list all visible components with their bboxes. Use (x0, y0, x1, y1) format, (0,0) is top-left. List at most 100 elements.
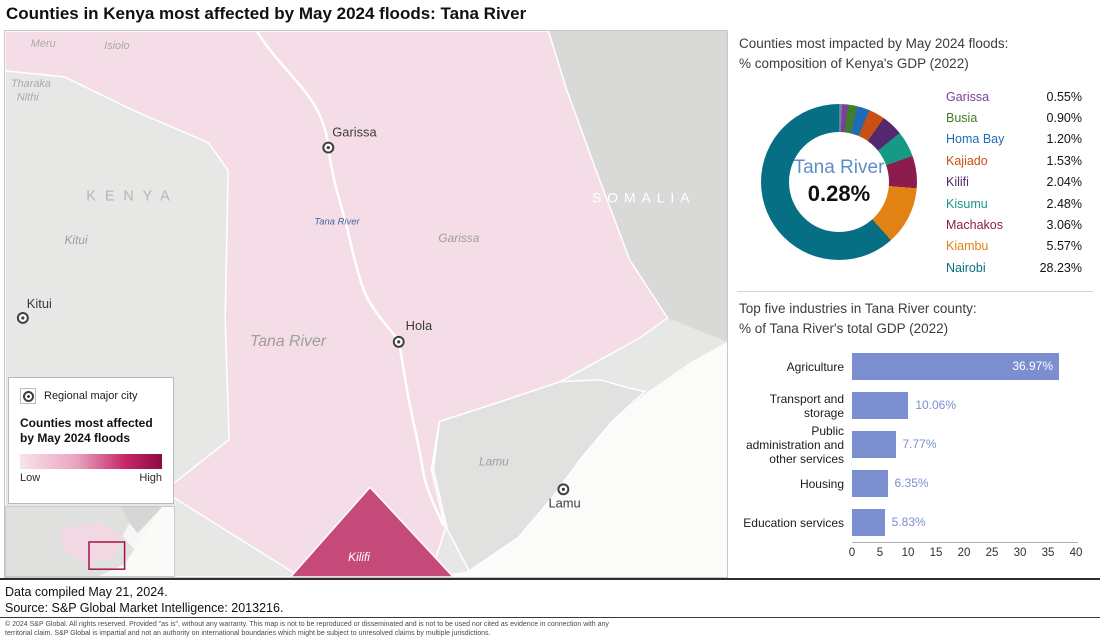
inset-focus-rectangle (88, 541, 126, 570)
bar-category-label: Housing (799, 476, 844, 491)
donut-center: Tana River 0.28% (789, 132, 889, 232)
donut-legend-item: Kajiado 1.53% (946, 150, 1082, 171)
city-marker-garissa (322, 141, 335, 154)
donut-section-title: Counties most impacted by May 2024 flood… (739, 34, 1008, 74)
label-somalia: SOMALIA (592, 189, 695, 205)
donut-legend-item: Busia 0.90% (946, 107, 1082, 128)
donut-legend-item: Nairobi 28.23% (946, 257, 1082, 278)
label-hola-city: Hola (406, 318, 433, 333)
bar-value-label: 36.97% (1012, 359, 1054, 373)
legal-text-line2: territorial claim. S&P Global is imparti… (5, 630, 491, 637)
city-marker-icon (20, 388, 36, 404)
axis-tick-label: 40 (1069, 547, 1083, 559)
label-lamu-county: Lamu (479, 454, 509, 468)
donut-legend-item: Kiambu 5.57% (946, 236, 1082, 257)
legend-county-value: 5.57% (1046, 239, 1082, 254)
bar-track: 6.35% (852, 470, 1076, 497)
footer-rule-bottom (0, 617, 1100, 618)
bar (852, 509, 885, 536)
label-kitui-county: Kitui (65, 233, 88, 247)
legend-county-value: 28.23% (1039, 260, 1082, 275)
label-kilifi-county: Kilifi (348, 550, 370, 564)
label-garissa-county: Garissa (438, 231, 479, 245)
legend-county-name: Nairobi (946, 260, 986, 275)
bar: 36.97% (852, 353, 1060, 380)
axis-tick-label: 10 (901, 547, 915, 559)
bar-value-label: 6.35% (894, 476, 929, 490)
bar-category-label: Education services (743, 515, 844, 530)
legend-county-name: Machakos (946, 218, 1003, 233)
bar-title-line1: Top five industries in Tana River county… (739, 301, 977, 316)
lamu-county-shape (432, 378, 647, 573)
axis-tick-label: 30 (1013, 547, 1027, 559)
bar-track: 36.97% (852, 353, 1076, 380)
donut-legend-item: Kilifi 2.04% (946, 172, 1082, 193)
source-note: Source: S&P Global Market Intelligence: … (5, 601, 284, 615)
ocean (431, 341, 727, 577)
legend-county-value: 2.48% (1046, 196, 1082, 211)
donut-legend: Garissa 0.55% Busia 0.90% Homa Bay 1.20% Kajia… (946, 86, 1082, 279)
legend-county-value: 0.55% (1046, 89, 1082, 104)
inset-kenya-highlight (61, 522, 121, 564)
legend-flood-title-line1: Counties most affected (20, 416, 153, 430)
legend-high-label: High (139, 472, 162, 484)
donut-legend-item: Homa Bay 1.20% (946, 129, 1082, 150)
city-marker-hola (392, 335, 405, 348)
legend-county-value: 1.20% (1046, 132, 1082, 147)
legend-county-name: Garissa (946, 89, 990, 104)
donut-legend-item: Garissa 0.55% (946, 86, 1082, 107)
x-axis-line (852, 542, 1078, 543)
legend-county-name: Kilifi (946, 175, 969, 190)
bar-track: 5.83% (852, 509, 1076, 536)
page-title: Counties in Kenya most affected by May 2… (6, 4, 527, 23)
city-marker-lamu (557, 483, 570, 496)
legend-county-value: 2.04% (1046, 175, 1082, 190)
label-garissa-city: Garissa (332, 125, 377, 140)
donut-title-line1: Counties most impacted by May 2024 flood… (739, 36, 1009, 51)
bar-value-label: 7.77% (902, 437, 937, 451)
bar-section-title: Top five industries in Tana River county… (739, 299, 977, 339)
legend-city-row: Regional major city (20, 388, 162, 404)
section-divider (737, 291, 1093, 292)
legend-county-name: Kajiado (946, 153, 988, 168)
legend-county-name: Homa Bay (946, 132, 1005, 147)
bar-track: 10.06% (852, 392, 1076, 419)
axis-tick-label: 25 (985, 547, 999, 559)
label-lamu-city: Lamu (548, 495, 580, 510)
legend-flood-title: Counties most affected by May 2024 flood… (20, 416, 162, 446)
legend-scale-labels: Low High (20, 472, 162, 484)
kilifi-county-shape (289, 486, 455, 577)
donut-chart: Tana River 0.28% (761, 104, 917, 260)
label-tharaka-1: Tharaka (11, 78, 51, 90)
inset-horn (120, 507, 163, 534)
label-tharaka-2: Nithi (17, 92, 39, 104)
label-tana-river-river: Tana River (314, 216, 360, 227)
legal-text-line1: © 2024 S&P Global. All rights reserved. … (5, 621, 609, 628)
legend-flood-title-line2: by May 2024 floods (20, 431, 131, 445)
inset-svg (6, 507, 174, 576)
inset-sea (112, 507, 174, 576)
donut-legend-item: Machakos 3.06% (946, 214, 1082, 235)
data-compiled-note: Data compiled May 21, 2024. (5, 585, 168, 599)
legend-county-name: Kisumu (946, 196, 988, 211)
legend-county-name: Kiambu (946, 239, 989, 254)
bar-value-label: 10.06% (915, 398, 957, 412)
bar (852, 431, 896, 458)
bar-row: Public administration and other services… (740, 424, 1076, 466)
bar-track: 7.77% (852, 431, 1076, 458)
city-marker-kitui (16, 311, 29, 324)
footer-rule-top (0, 578, 1100, 580)
tana-river-line (255, 31, 445, 526)
bar-row: Transport and storage 10.06% (740, 386, 1076, 425)
bar (852, 470, 888, 497)
legend-low-label: Low (20, 472, 41, 484)
map-legend: Regional major city Counties most affect… (8, 377, 174, 504)
label-kitui-city: Kitui (27, 296, 52, 311)
bar-axis: 0 5 10 15 20 25 30 35 40 (848, 547, 1083, 561)
label-tana-river-county: Tana River (250, 333, 327, 350)
axis-tick-label: 20 (957, 547, 971, 559)
somalia-region (548, 31, 727, 342)
axis-tick-label: 0 (848, 547, 856, 559)
bar-row: Housing 6.35% (740, 464, 1076, 503)
